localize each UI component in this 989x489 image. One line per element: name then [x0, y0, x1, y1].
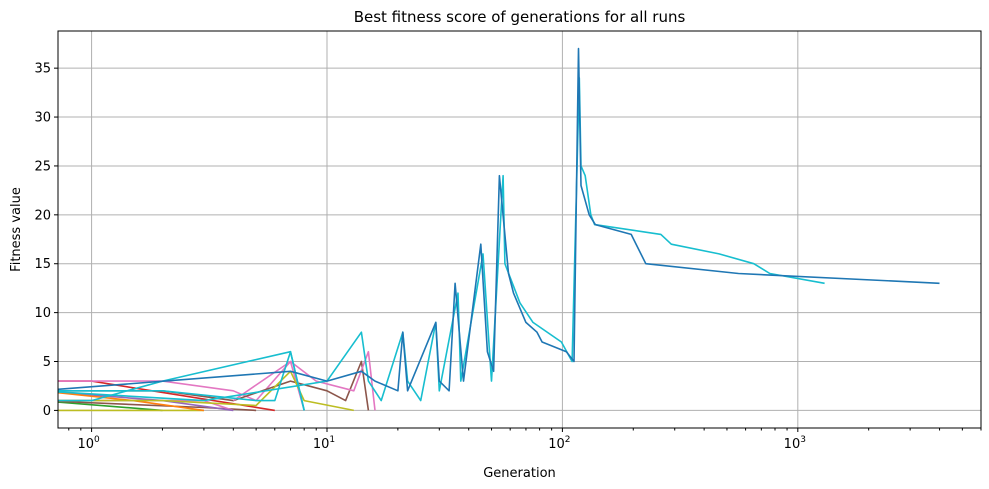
- x-tick-label: 102: [548, 435, 570, 452]
- x-axis-label: Generation: [483, 466, 556, 481]
- x-tick-label: 101: [313, 435, 335, 452]
- x-tick-exponent: 2: [565, 435, 571, 445]
- x-tick-label: 100: [77, 435, 100, 452]
- series-line-8: [58, 360, 305, 411]
- series-group: [58, 47, 940, 412]
- series-line-15: [58, 47, 940, 392]
- y-tick-label: 15: [34, 257, 51, 272]
- chart-title: Best fitness score of generations for al…: [354, 8, 686, 26]
- grid: [58, 31, 981, 428]
- y-tick-label: 30: [34, 111, 51, 126]
- y-tick-label: 20: [34, 208, 51, 223]
- series-line-11: [232, 350, 376, 411]
- x-tick-label: 103: [784, 435, 806, 452]
- plot-frame: [57, 30, 982, 429]
- y-axis-label: Fitness value: [9, 187, 24, 272]
- series-line-10: [58, 370, 354, 412]
- y-tick-label: 5: [43, 355, 51, 370]
- series-line-13: [58, 350, 305, 411]
- series-line-3: [58, 400, 257, 412]
- plot-background: [58, 31, 981, 428]
- y-tick-label: 10: [34, 306, 51, 321]
- x-tick-exponent: 0: [94, 435, 100, 445]
- y-tick-label: 35: [34, 62, 51, 77]
- y-tick-label: 25: [34, 159, 51, 174]
- x-tick-exponent: 1: [329, 435, 335, 445]
- x-tick-exponent: 3: [800, 435, 806, 445]
- y-tick-label: 0: [43, 404, 51, 419]
